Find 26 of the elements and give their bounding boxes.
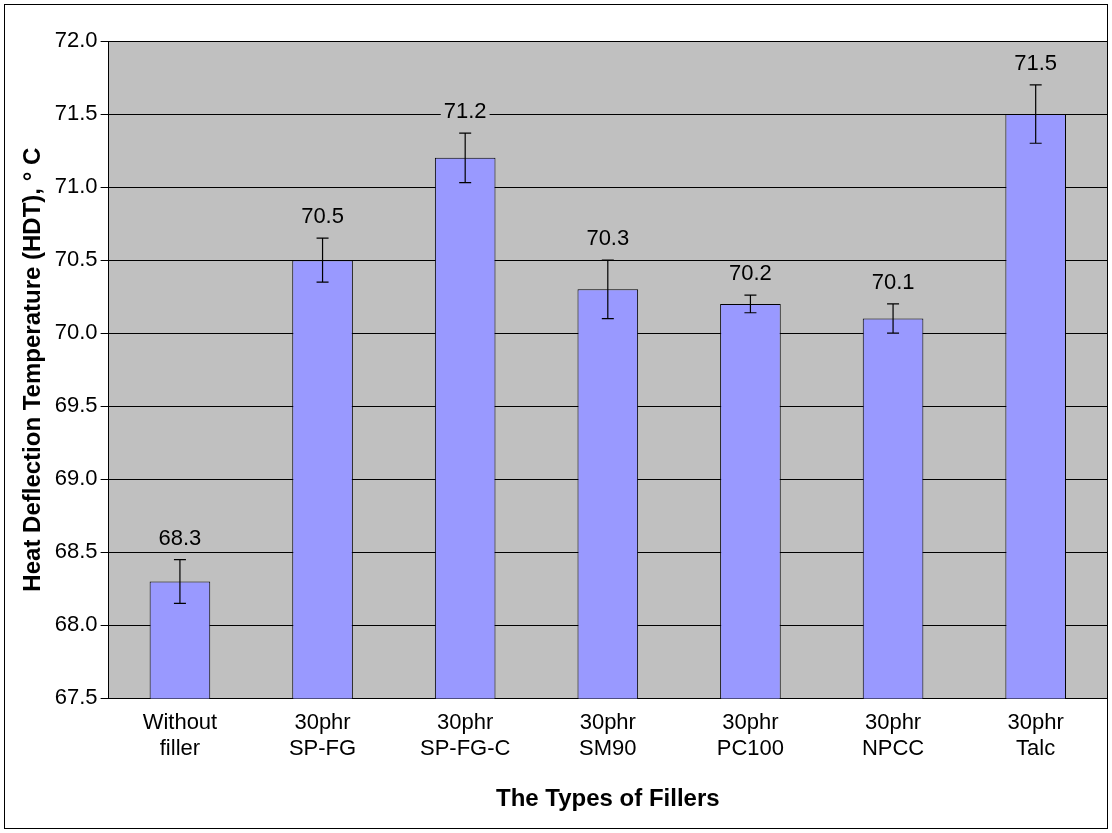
x-tick-label: Without filler [142,708,218,761]
y-tick-label: 71.5 [54,100,98,126]
y-tick-label: 71.0 [54,173,98,199]
x-tick-label: 30phr PC100 [716,708,785,761]
x-tick-label: 30phr NPCC [861,708,925,761]
data-label: 70.2 [729,260,772,286]
x-tick-label: 30phr SP-FG-C [419,708,511,761]
y-tick-label: 70.0 [54,319,98,345]
data-label: 71.5 [1014,49,1058,75]
data-label: 70.3 [586,225,630,251]
x-tick-label: 30phr SM90 [579,708,637,761]
y-tick-label: 70.5 [54,246,98,272]
data-label: 68.3 [158,524,202,550]
y-tick-label: 67.5 [54,684,98,710]
y-tick-label: 68.5 [54,538,98,564]
data-label: 71.2 [443,98,487,124]
x-axis-title: The Types of Fillers [496,784,720,812]
x-tick-label: 30phr SP-FG [288,708,357,761]
y-axis-title: Heat Deflection Temperature (HDT), ° C [18,147,46,592]
y-tick-label: 69.5 [54,392,98,418]
data-label: 70.5 [301,203,344,229]
y-tick-label: 68.0 [54,611,98,637]
data-label: 70.1 [871,269,915,295]
x-tick-label: 30phr Talc [1007,708,1064,761]
y-tick-label: 69.0 [54,465,98,491]
y-tick-label: 72.0 [54,27,98,53]
